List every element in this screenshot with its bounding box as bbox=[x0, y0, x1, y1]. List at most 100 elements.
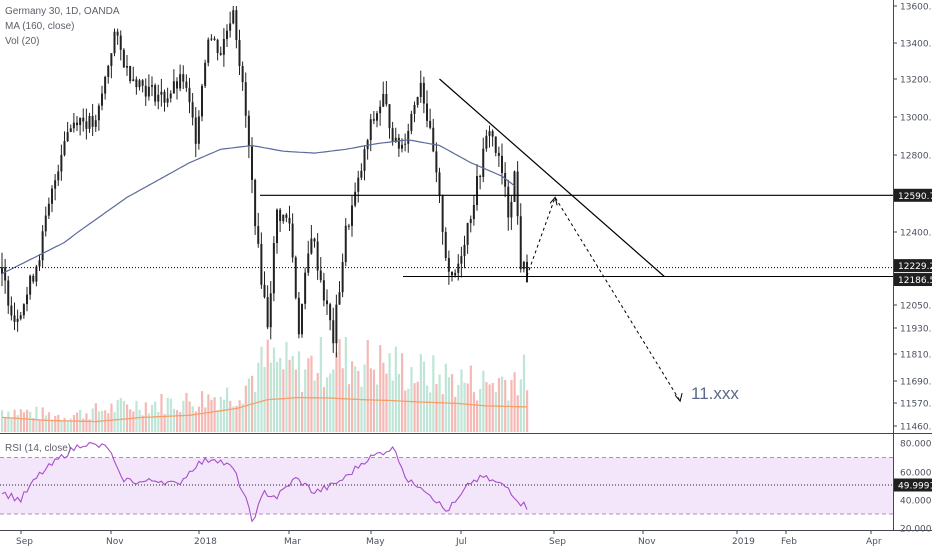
volume-bar bbox=[519, 379, 522, 432]
candle-body bbox=[72, 122, 75, 129]
volume-bar bbox=[147, 413, 151, 432]
candle-body bbox=[247, 115, 250, 147]
price-axis-label: 11930.0 bbox=[900, 325, 932, 335]
projection-arrowhead-up bbox=[549, 196, 558, 206]
candle-body bbox=[76, 122, 78, 126]
candle-body bbox=[479, 176, 482, 178]
volume-bar bbox=[454, 396, 457, 432]
candle-body bbox=[354, 191, 357, 206]
candle-body bbox=[429, 120, 432, 128]
candle-body bbox=[188, 87, 191, 103]
volume-bar bbox=[310, 355, 313, 432]
volume-bar bbox=[301, 392, 304, 432]
candle-body bbox=[169, 93, 172, 99]
volume-bar bbox=[113, 412, 116, 432]
candle-body bbox=[1, 267, 3, 274]
candle-body bbox=[419, 82, 422, 97]
candle-body bbox=[194, 117, 197, 144]
volume-bar bbox=[407, 388, 410, 432]
volume-bar bbox=[69, 418, 72, 432]
volume-bar bbox=[332, 369, 335, 432]
candle-body bbox=[285, 214, 288, 218]
volume-bar bbox=[216, 410, 219, 432]
rsi-line bbox=[1, 441, 528, 523]
ma-line bbox=[1, 139, 515, 275]
candle-body bbox=[179, 74, 182, 89]
candle-body bbox=[460, 256, 463, 264]
candle-body bbox=[291, 223, 294, 258]
volume-ma-line bbox=[1, 396, 528, 423]
volume-bar bbox=[494, 392, 497, 432]
candle-body bbox=[344, 225, 347, 263]
candle-body bbox=[160, 91, 163, 95]
time-axis-label: Feb bbox=[781, 537, 797, 547]
price-axis-label: 13200.0 bbox=[900, 76, 932, 86]
volume-bar bbox=[219, 396, 222, 432]
volume-bar bbox=[416, 381, 419, 432]
candle-body bbox=[122, 49, 125, 68]
legend-vol[interactable]: Vol (20) bbox=[5, 36, 40, 47]
candle-body bbox=[357, 177, 360, 192]
volume-bar bbox=[319, 337, 322, 432]
volume-bar bbox=[51, 419, 54, 432]
volume-bar bbox=[297, 351, 301, 432]
price-badge-label: 12186.5 bbox=[898, 276, 932, 286]
rsi-axis-label: 40.0000 bbox=[900, 497, 932, 507]
volume-bar bbox=[119, 397, 122, 432]
volume-bar bbox=[191, 406, 194, 432]
volume-bar bbox=[94, 403, 97, 432]
candle-body bbox=[338, 292, 341, 305]
candle-body bbox=[197, 116, 200, 144]
volume-bar bbox=[29, 411, 32, 432]
time-axis-label: Jul bbox=[455, 537, 467, 547]
volume-bar bbox=[166, 397, 169, 432]
candle-body bbox=[251, 146, 253, 180]
candle-body bbox=[94, 120, 97, 127]
candle-body bbox=[463, 244, 466, 257]
legend-rsi[interactable]: RSI (14, close) bbox=[5, 443, 72, 454]
volume-bar bbox=[263, 367, 266, 432]
volume-bar bbox=[204, 407, 207, 432]
volume-bar bbox=[379, 345, 382, 432]
volume-bar bbox=[176, 410, 179, 432]
volume-bar bbox=[516, 395, 519, 432]
candle-body bbox=[410, 113, 413, 131]
volume-bar bbox=[507, 400, 510, 432]
candle-body bbox=[176, 81, 178, 89]
time-axis-label: Nov bbox=[106, 537, 124, 547]
candle-body bbox=[276, 209, 278, 244]
volume-bar bbox=[360, 386, 363, 432]
volume-bar bbox=[422, 361, 426, 432]
volume-bar bbox=[91, 408, 94, 432]
candle-body bbox=[510, 201, 513, 218]
legend-symbol[interactable]: Germany 30, 1D, OANDA bbox=[5, 6, 120, 17]
volume-bar bbox=[151, 404, 154, 432]
volume-bar bbox=[385, 373, 388, 432]
volume-bar bbox=[44, 415, 47, 432]
volume-bar bbox=[210, 399, 213, 432]
candle-body bbox=[13, 315, 16, 322]
volume-bar bbox=[194, 411, 197, 432]
time-axis-label: Nov bbox=[638, 537, 656, 547]
candle-body bbox=[263, 284, 266, 298]
volume-bar bbox=[279, 357, 282, 432]
volume-bar bbox=[169, 398, 172, 432]
volume-bar bbox=[441, 394, 444, 432]
candle-body bbox=[101, 93, 103, 106]
volume-bar bbox=[526, 390, 529, 432]
volume-bar bbox=[288, 359, 291, 432]
volume-bar bbox=[232, 406, 235, 432]
volume-bar bbox=[501, 376, 504, 432]
candle-body bbox=[494, 136, 497, 153]
volume-bar bbox=[497, 378, 501, 432]
candle-body bbox=[457, 263, 460, 273]
candle-body bbox=[204, 62, 207, 86]
candle-body bbox=[488, 131, 491, 136]
volume-bar bbox=[229, 400, 232, 432]
legend-ma[interactable]: MA (160, close) bbox=[5, 21, 75, 32]
candle-body bbox=[229, 23, 232, 31]
candle-body bbox=[41, 231, 44, 261]
volume-bar bbox=[282, 369, 285, 432]
